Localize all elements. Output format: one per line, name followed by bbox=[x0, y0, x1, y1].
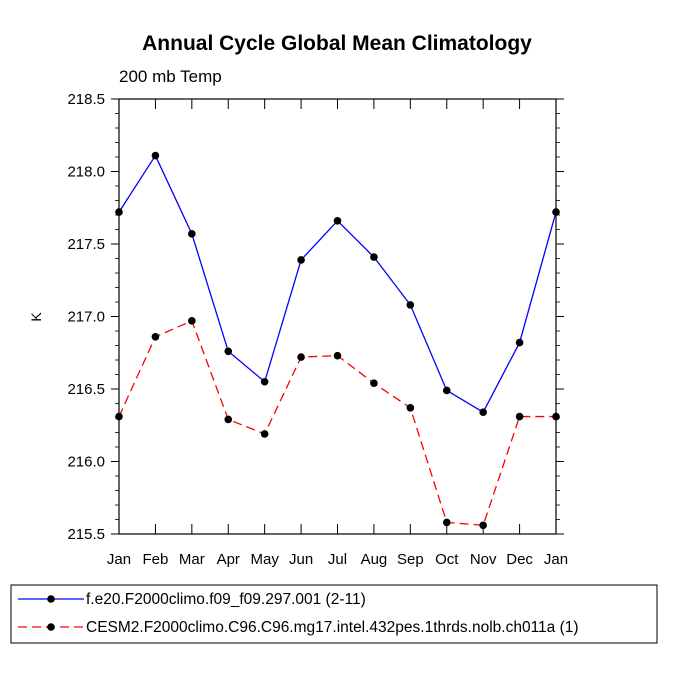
x-tick-label: Aug bbox=[361, 551, 388, 568]
series-2-point bbox=[188, 317, 196, 325]
series-1-point bbox=[406, 301, 415, 309]
series-layer bbox=[115, 151, 560, 530]
x-tick-label: Nov bbox=[470, 551, 497, 568]
y-axis-label: K bbox=[28, 312, 44, 322]
y-tick-label: 217.5 bbox=[67, 236, 105, 253]
y-tick-label: 216.0 bbox=[67, 454, 105, 471]
legend-marker-1 bbox=[47, 595, 55, 603]
x-tick-label: Oct bbox=[435, 551, 459, 568]
series-2-point bbox=[552, 412, 560, 421]
series-line-2 bbox=[118, 319, 556, 526]
plot-frame bbox=[118, 98, 557, 535]
chart-title: Annual Cycle Global Mean Climatology bbox=[142, 32, 532, 55]
series-1-point bbox=[515, 338, 524, 347]
series-2-point bbox=[260, 430, 269, 438]
series-2-point bbox=[297, 353, 305, 361]
series-1-point bbox=[260, 377, 269, 386]
x-tick-label: Jun bbox=[289, 551, 313, 568]
series-1-point bbox=[115, 208, 123, 216]
y-tick-label: 218.5 bbox=[67, 91, 105, 108]
legend: f.e20.F2000climo.f09_f09.297.001 (2-11) C… bbox=[10, 584, 658, 644]
x-tick-label: Jul bbox=[328, 551, 347, 568]
x-tick-label: Jan bbox=[544, 551, 568, 568]
series-1-point bbox=[188, 230, 196, 238]
y-tick-label: 215.5 bbox=[67, 526, 105, 543]
series-2-point bbox=[333, 351, 342, 360]
chart-subtitle: 200 mb Temp bbox=[119, 67, 222, 86]
legend-label-2: CESM2.F2000climo.C96.C96.mg17.intel.432p… bbox=[86, 619, 579, 636]
axis-ticks: Jan Feb Mar Apr May Jun Jul Aug Sep Oct Nov Dec Jan2… bbox=[67, 91, 568, 568]
y-tick-label: 217.0 bbox=[67, 309, 105, 326]
legend-box bbox=[10, 584, 658, 644]
y-tick-label: 218.0 bbox=[67, 164, 105, 181]
y-tick-label: 216.5 bbox=[67, 381, 105, 398]
series-2-point bbox=[224, 415, 233, 424]
series-1-point bbox=[552, 208, 560, 216]
series-1-point bbox=[479, 408, 487, 417]
legend-marker-2 bbox=[47, 623, 55, 631]
series-2-point bbox=[115, 412, 123, 421]
series-line-1 bbox=[118, 154, 557, 414]
series-1-point bbox=[333, 217, 342, 225]
x-tick-label: Feb bbox=[142, 551, 168, 568]
series-1-point bbox=[151, 151, 160, 160]
series-2-point bbox=[370, 379, 378, 388]
series-2-point bbox=[479, 521, 487, 530]
series-2-point bbox=[151, 333, 160, 341]
x-tick-label: Jan bbox=[107, 551, 131, 568]
series-2-point bbox=[442, 518, 451, 527]
series-1-point bbox=[224, 347, 233, 356]
series-2-point bbox=[406, 404, 415, 412]
legend-label-1: f.e20.F2000climo.f09_f09.297.001 (2-11) bbox=[86, 591, 366, 608]
x-tick-label: Mar bbox=[179, 551, 205, 568]
series-2-point bbox=[515, 412, 524, 421]
x-tick-label: Dec bbox=[506, 551, 533, 568]
x-tick-label: Apr bbox=[217, 551, 240, 568]
x-tick-label: May bbox=[250, 551, 279, 568]
x-tick-label: Sep bbox=[397, 551, 424, 568]
series-1-point bbox=[297, 256, 305, 264]
series-1-point bbox=[370, 253, 378, 261]
series-1-point bbox=[442, 386, 451, 395]
